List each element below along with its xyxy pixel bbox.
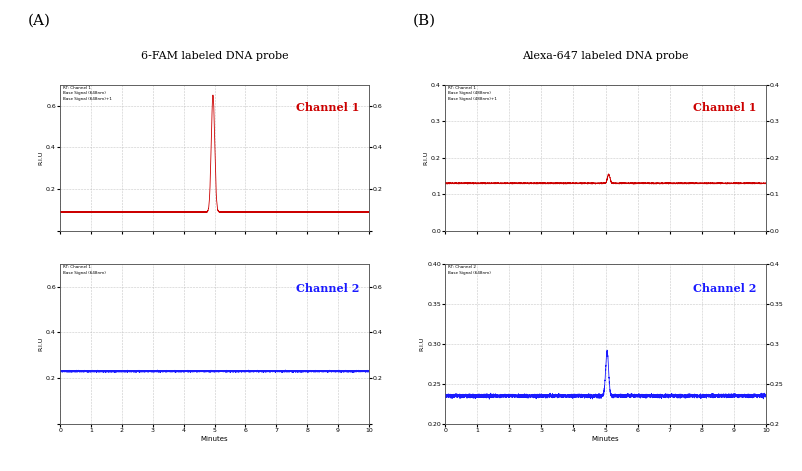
Y-axis label: R.I.U: R.I.U xyxy=(423,151,428,165)
Y-axis label: R.I.U: R.I.U xyxy=(419,337,424,351)
Text: Channel 1: Channel 1 xyxy=(693,102,756,114)
Text: (B): (B) xyxy=(413,14,436,28)
Text: Channel 1: Channel 1 xyxy=(296,102,359,114)
X-axis label: Minutes: Minutes xyxy=(200,436,229,442)
Text: Channel 2: Channel 2 xyxy=(693,283,756,294)
Text: 6-FAM labeled DNA probe: 6-FAM labeled DNA probe xyxy=(140,51,289,61)
X-axis label: Minutes: Minutes xyxy=(592,436,619,442)
Text: (A): (A) xyxy=(28,14,51,28)
Text: RT: Channel 1
Base Signal (648nm): RT: Channel 1 Base Signal (648nm) xyxy=(63,265,106,275)
Text: RT: Channel 2
Base Signal (648nm): RT: Channel 2 Base Signal (648nm) xyxy=(448,265,491,275)
Y-axis label: R.I.U: R.I.U xyxy=(38,151,43,165)
Text: Alexa-647 labeled DNA probe: Alexa-647 labeled DNA probe xyxy=(522,51,689,61)
Y-axis label: R.I.U: R.I.U xyxy=(38,337,43,351)
Text: Channel 2: Channel 2 xyxy=(296,283,359,294)
Text: RT: Channel 1
Base Signal (488nm)
Base Signal (488nm)+1: RT: Channel 1 Base Signal (488nm) Base S… xyxy=(448,86,497,101)
Text: RT: Channel 1
Base Signal (648nm)
Base Signal (648nm)+1: RT: Channel 1 Base Signal (648nm) Base S… xyxy=(63,86,112,101)
